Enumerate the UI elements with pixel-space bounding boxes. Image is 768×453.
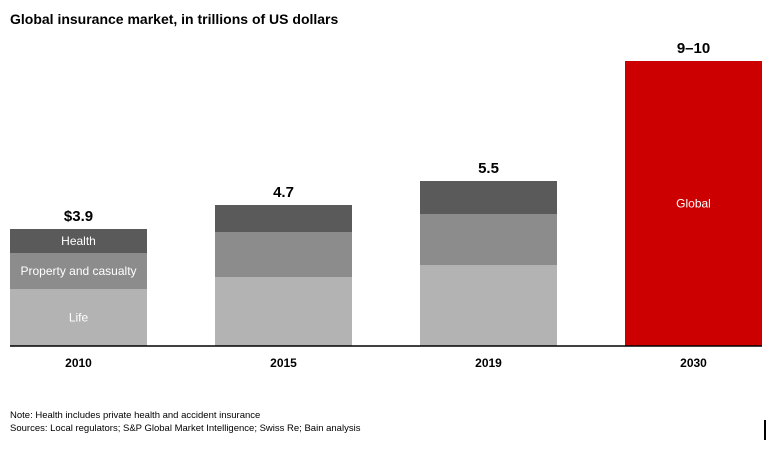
x-tick-label-2015: 2015 <box>270 356 297 370</box>
bar-life-2010 <box>10 289 147 346</box>
segment-label-property-and-casualty: Property and casualty <box>20 264 136 278</box>
bar-health-2015 <box>215 205 352 232</box>
total-label-2030: 9–10 <box>677 40 710 57</box>
bar-global-2030 <box>625 61 762 346</box>
bar-health-2010 <box>10 229 147 253</box>
segment-label-life: Life <box>69 311 89 325</box>
bar-life-2019 <box>420 265 557 346</box>
x-tick-label-2030: 2030 <box>680 356 707 370</box>
bar-health-2019 <box>420 181 557 214</box>
bar-property-and-casualty-2015 <box>215 232 352 277</box>
text-cursor <box>764 420 766 440</box>
segment-label-health: Health <box>61 234 96 248</box>
segment-label-global: Global <box>676 197 711 211</box>
x-tick-label-2010: 2010 <box>65 356 92 370</box>
total-label-2015: 4.7 <box>273 184 294 201</box>
chart-sources: Sources: Local regulators; S&P Global Ma… <box>10 423 361 434</box>
total-label-2010: $3.9 <box>64 208 93 225</box>
total-label-2019: 5.5 <box>478 160 499 177</box>
bar-property-and-casualty-2010 <box>10 253 147 289</box>
bar-life-2015 <box>215 277 352 346</box>
chart-note: Note: Health includes private health and… <box>10 410 261 421</box>
bar-property-and-casualty-2019 <box>420 214 557 265</box>
x-tick-label-2019: 2019 <box>475 356 502 370</box>
chart-title: Global insurance market, in trillions of… <box>10 11 339 27</box>
